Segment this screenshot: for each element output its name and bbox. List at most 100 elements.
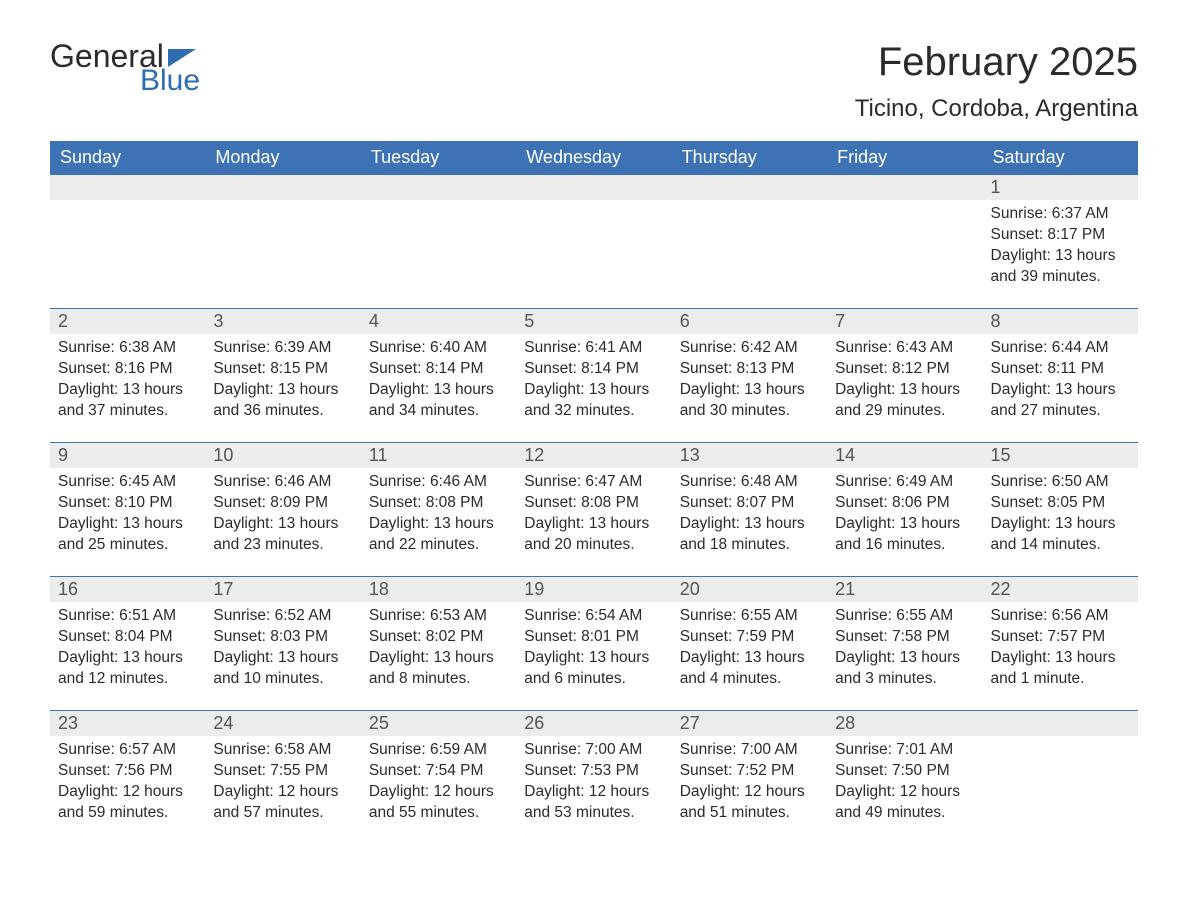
sunrise-text: Sunrise: 7:00 AM [680, 740, 819, 761]
day-number: 23 [50, 711, 205, 736]
day-body: Sunrise: 6:46 AMSunset: 8:09 PMDaylight:… [205, 468, 360, 562]
daylight-text: Daylight: 13 hours and 25 minutes. [58, 514, 197, 556]
day-number: 20 [672, 577, 827, 602]
sunset-text: Sunset: 8:14 PM [524, 359, 663, 380]
sunrise-text: Sunrise: 6:40 AM [369, 338, 508, 359]
sunrise-text: Sunrise: 6:50 AM [991, 472, 1130, 493]
daylight-text: Daylight: 13 hours and 16 minutes. [835, 514, 974, 556]
day-cell: 9Sunrise: 6:45 AMSunset: 8:10 PMDaylight… [50, 443, 205, 577]
day-cell [50, 175, 205, 309]
daylight-text: Daylight: 13 hours and 1 minute. [991, 648, 1130, 690]
day-body: Sunrise: 6:58 AMSunset: 7:55 PMDaylight:… [205, 736, 360, 830]
location-subtitle: Ticino, Cordoba, Argentina [855, 95, 1138, 123]
sunrise-text: Sunrise: 6:46 AM [213, 472, 352, 493]
sunrise-text: Sunrise: 6:41 AM [524, 338, 663, 359]
day-number: 4 [361, 309, 516, 334]
sunrise-text: Sunrise: 6:49 AM [835, 472, 974, 493]
sunset-text: Sunset: 8:10 PM [58, 493, 197, 514]
day-cell: 18Sunrise: 6:53 AMSunset: 8:02 PMDayligh… [361, 577, 516, 711]
day-body: Sunrise: 6:54 AMSunset: 8:01 PMDaylight:… [516, 602, 671, 696]
sunrise-text: Sunrise: 6:53 AM [369, 606, 508, 627]
sunset-text: Sunset: 8:01 PM [524, 627, 663, 648]
day-body: Sunrise: 6:43 AMSunset: 8:12 PMDaylight:… [827, 334, 982, 428]
daylight-text: Daylight: 13 hours and 6 minutes. [524, 648, 663, 690]
daylight-text: Daylight: 13 hours and 37 minutes. [58, 380, 197, 422]
day-body: Sunrise: 6:51 AMSunset: 8:04 PMDaylight:… [50, 602, 205, 696]
day-cell: 19Sunrise: 6:54 AMSunset: 8:01 PMDayligh… [516, 577, 671, 711]
day-cell: 10Sunrise: 6:46 AMSunset: 8:09 PMDayligh… [205, 443, 360, 577]
day-cell: 17Sunrise: 6:52 AMSunset: 8:03 PMDayligh… [205, 577, 360, 711]
day-number: 13 [672, 443, 827, 468]
sunset-text: Sunset: 7:53 PM [524, 761, 663, 782]
day-cell: 27Sunrise: 7:00 AMSunset: 7:52 PMDayligh… [672, 711, 827, 845]
sunrise-text: Sunrise: 6:38 AM [58, 338, 197, 359]
sunrise-text: Sunrise: 6:54 AM [524, 606, 663, 627]
day-number: 19 [516, 577, 671, 602]
day-body: Sunrise: 6:53 AMSunset: 8:02 PMDaylight:… [361, 602, 516, 696]
day-cell: 28Sunrise: 7:01 AMSunset: 7:50 PMDayligh… [827, 711, 982, 845]
day-body: Sunrise: 6:55 AMSunset: 7:58 PMDaylight:… [827, 602, 982, 696]
day-body: Sunrise: 6:46 AMSunset: 8:08 PMDaylight:… [361, 468, 516, 562]
day-body: Sunrise: 7:01 AMSunset: 7:50 PMDaylight:… [827, 736, 982, 830]
day-cell: 20Sunrise: 6:55 AMSunset: 7:59 PMDayligh… [672, 577, 827, 711]
sunset-text: Sunset: 7:57 PM [991, 627, 1130, 648]
sunrise-text: Sunrise: 6:39 AM [213, 338, 352, 359]
day-body: Sunrise: 6:38 AMSunset: 8:16 PMDaylight:… [50, 334, 205, 428]
sunset-text: Sunset: 7:59 PM [680, 627, 819, 648]
day-cell: 2Sunrise: 6:38 AMSunset: 8:16 PMDaylight… [50, 309, 205, 443]
day-number: 28 [827, 711, 982, 736]
day-body: Sunrise: 6:52 AMSunset: 8:03 PMDaylight:… [205, 602, 360, 696]
day-body: Sunrise: 6:57 AMSunset: 7:56 PMDaylight:… [50, 736, 205, 830]
day-body: Sunrise: 6:47 AMSunset: 8:08 PMDaylight:… [516, 468, 671, 562]
day-cell: 13Sunrise: 6:48 AMSunset: 8:07 PMDayligh… [672, 443, 827, 577]
day-number-empty [672, 175, 827, 200]
sunrise-text: Sunrise: 7:01 AM [835, 740, 974, 761]
day-body: Sunrise: 6:40 AMSunset: 8:14 PMDaylight:… [361, 334, 516, 428]
day-number-empty [361, 175, 516, 200]
day-number: 12 [516, 443, 671, 468]
sunset-text: Sunset: 7:56 PM [58, 761, 197, 782]
week-row: 2Sunrise: 6:38 AMSunset: 8:16 PMDaylight… [50, 309, 1138, 443]
day-cell: 26Sunrise: 7:00 AMSunset: 7:53 PMDayligh… [516, 711, 671, 845]
day-cell: 22Sunrise: 6:56 AMSunset: 7:57 PMDayligh… [983, 577, 1138, 711]
day-number-empty [50, 175, 205, 200]
day-number-empty [983, 711, 1138, 736]
day-cell: 1Sunrise: 6:37 AMSunset: 8:17 PMDaylight… [983, 175, 1138, 309]
brand-blue: Blue [140, 66, 200, 96]
day-cell: 14Sunrise: 6:49 AMSunset: 8:06 PMDayligh… [827, 443, 982, 577]
weekday-header: Wednesday [516, 141, 671, 175]
weekday-header: Monday [205, 141, 360, 175]
daylight-text: Daylight: 12 hours and 51 minutes. [680, 782, 819, 824]
day-body: Sunrise: 7:00 AMSunset: 7:53 PMDaylight:… [516, 736, 671, 830]
sunrise-text: Sunrise: 6:44 AM [991, 338, 1130, 359]
day-cell [827, 175, 982, 309]
month-title: February 2025 [855, 40, 1138, 85]
day-number: 15 [983, 443, 1138, 468]
sunset-text: Sunset: 7:58 PM [835, 627, 974, 648]
day-cell [672, 175, 827, 309]
day-cell [516, 175, 671, 309]
sunset-text: Sunset: 8:11 PM [991, 359, 1130, 380]
day-body: Sunrise: 6:37 AMSunset: 8:17 PMDaylight:… [983, 200, 1138, 294]
day-number: 2 [50, 309, 205, 334]
sunset-text: Sunset: 8:16 PM [58, 359, 197, 380]
day-cell: 6Sunrise: 6:42 AMSunset: 8:13 PMDaylight… [672, 309, 827, 443]
day-number: 10 [205, 443, 360, 468]
day-cell: 16Sunrise: 6:51 AMSunset: 8:04 PMDayligh… [50, 577, 205, 711]
day-number-empty [516, 175, 671, 200]
daylight-text: Daylight: 13 hours and 3 minutes. [835, 648, 974, 690]
day-number: 17 [205, 577, 360, 602]
day-body: Sunrise: 6:56 AMSunset: 7:57 PMDaylight:… [983, 602, 1138, 696]
day-number: 22 [983, 577, 1138, 602]
daylight-text: Daylight: 12 hours and 57 minutes. [213, 782, 352, 824]
sunrise-text: Sunrise: 6:51 AM [58, 606, 197, 627]
day-number: 18 [361, 577, 516, 602]
weekday-header: Tuesday [361, 141, 516, 175]
day-number-empty [827, 175, 982, 200]
sunset-text: Sunset: 8:13 PM [680, 359, 819, 380]
day-cell: 15Sunrise: 6:50 AMSunset: 8:05 PMDayligh… [983, 443, 1138, 577]
day-cell: 3Sunrise: 6:39 AMSunset: 8:15 PMDaylight… [205, 309, 360, 443]
day-cell [205, 175, 360, 309]
sunrise-text: Sunrise: 6:59 AM [369, 740, 508, 761]
week-row: 1Sunrise: 6:37 AMSunset: 8:17 PMDaylight… [50, 175, 1138, 309]
